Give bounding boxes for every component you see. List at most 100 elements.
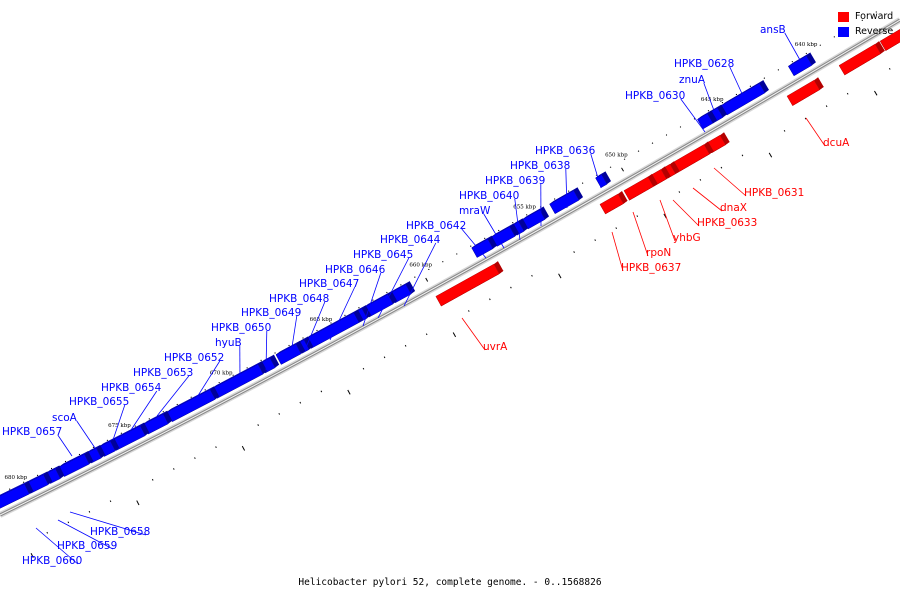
tick-marks: 640 kbp 645 kbp 650 kbp 655 kbp 660 kbp 665 k… — [5, 11, 891, 558]
minor-dot — [582, 182, 584, 184]
gene-label: HPKB_0653 — [133, 367, 193, 379]
minor-dot — [22, 481, 25, 483]
minor-dot — [190, 396, 192, 398]
minor-dot — [92, 446, 95, 449]
gene-label: HPKB_0633 — [697, 217, 757, 229]
gene-label: HPKB_0648 — [269, 293, 329, 305]
gene-body — [788, 55, 813, 77]
gene-body — [599, 193, 624, 215]
gene-end — [660, 166, 671, 179]
gene-end — [43, 471, 53, 485]
kbp-tick — [425, 277, 429, 282]
minor-tick — [874, 90, 878, 96]
leader-line — [156, 375, 190, 417]
minor-dot — [372, 299, 374, 301]
gene-end — [573, 187, 584, 201]
minor-tick — [320, 390, 323, 393]
minor-dot — [302, 337, 304, 339]
minor-tick — [30, 553, 34, 558]
gene-end — [487, 235, 498, 249]
minor-dot — [246, 367, 248, 369]
gene-arrows — [0, 29, 900, 509]
minor-tick — [109, 500, 112, 503]
minor-tick — [594, 239, 596, 242]
leader-line — [362, 272, 382, 327]
minor-dot — [609, 166, 612, 168]
gene-label: HPKB_0638 — [510, 160, 570, 172]
gene-end — [617, 191, 628, 204]
leader-line — [76, 420, 96, 449]
gene-label: scoA — [52, 412, 78, 424]
minor-tick — [720, 166, 723, 169]
minor-dot — [805, 52, 807, 55]
gene-label: HPKB_0631 — [744, 187, 804, 199]
gene-label: HPKB_0650 — [211, 322, 271, 334]
minor-dot — [833, 36, 835, 38]
leader-line — [130, 390, 158, 431]
minor-tick — [67, 521, 70, 524]
gene-label: hyuB — [215, 337, 242, 349]
minor-tick — [678, 191, 681, 193]
legend-forward-label: Forward — [855, 11, 894, 22]
kbp-label: 660 kbp — [409, 263, 432, 269]
minor-dot — [623, 158, 626, 160]
leader-line — [69, 511, 146, 536]
leader-line — [329, 286, 356, 341]
gene-body — [549, 190, 580, 215]
minor-tick — [489, 298, 491, 301]
leader-line — [713, 167, 747, 197]
gene-end — [707, 110, 717, 124]
minor-tick — [194, 457, 196, 459]
gene-end — [303, 336, 314, 350]
minor-tick — [425, 333, 428, 336]
gene-end — [669, 161, 680, 174]
gene-label: mraW — [459, 205, 491, 217]
leader-line — [659, 199, 676, 242]
minor-dot — [358, 307, 360, 309]
gene-end — [24, 481, 34, 494]
minor-tick — [846, 92, 849, 95]
minor-tick — [510, 286, 512, 289]
gene-end — [110, 438, 120, 451]
gene-end — [353, 309, 364, 323]
minor-dot — [120, 432, 122, 434]
gene-body — [435, 263, 500, 307]
minor-dot — [232, 374, 234, 376]
gene-body — [0, 483, 30, 509]
minor-dot — [400, 284, 402, 286]
minor-dot — [50, 467, 53, 470]
gene-label: HPKB_0655 — [69, 396, 129, 408]
kbp-label: 650 kbp — [605, 153, 628, 159]
minor-tick — [573, 251, 575, 253]
legend-reverse-label: Reverse — [855, 26, 894, 37]
gene-end — [720, 132, 730, 145]
gene-label: HPKB_0639 — [485, 175, 545, 187]
gene-label: dnaX — [720, 202, 747, 214]
minor-tick — [257, 424, 259, 426]
minor-dot — [651, 142, 654, 144]
minor-dot — [637, 150, 640, 152]
minor-dot — [819, 44, 821, 46]
gene-body — [623, 176, 654, 201]
kbp-label: 675 kbp — [108, 423, 131, 429]
minor-dot — [484, 237, 486, 239]
leader-line — [703, 82, 717, 117]
gene-label: HPKB_0644 — [380, 234, 441, 246]
minor-dot — [78, 453, 81, 456]
leader-line — [672, 199, 700, 227]
minor-dot — [134, 425, 136, 427]
minor-dot — [875, 11, 877, 13]
minor-dot — [316, 329, 318, 332]
minor-tick — [46, 531, 49, 534]
gene-label: HPKB_0645 — [353, 249, 413, 261]
gene-end — [704, 141, 714, 155]
minor-dot — [554, 198, 556, 200]
minor-dot — [679, 126, 682, 128]
leader-line — [304, 301, 326, 351]
gene-end — [493, 261, 504, 274]
gene-label: HPKB_0640 — [459, 190, 519, 202]
minor-dot — [721, 102, 724, 104]
reverse-swatch — [838, 26, 849, 37]
forward-swatch — [838, 11, 849, 22]
gene-label: dcuA — [823, 137, 850, 149]
